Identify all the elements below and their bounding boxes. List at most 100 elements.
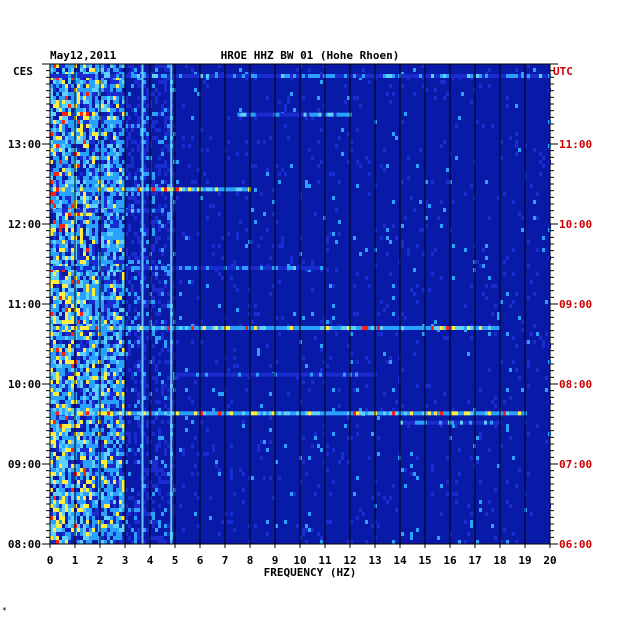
event-band-cell — [503, 74, 506, 78]
noise-cell — [161, 112, 164, 116]
noise-cell — [455, 480, 458, 484]
event-band-cell — [491, 411, 494, 416]
noise-cell — [53, 104, 56, 108]
noise-cell — [62, 428, 65, 432]
noise-cell — [509, 136, 512, 140]
noise-cell — [113, 308, 116, 312]
noise-cell — [92, 192, 95, 196]
event-band-cell — [283, 372, 286, 377]
noise-cell — [104, 356, 107, 360]
noise-cell — [479, 388, 482, 392]
event-band-cell — [143, 187, 146, 192]
noise-cell — [65, 444, 68, 448]
noise-cell — [65, 212, 68, 216]
noise-cell — [62, 296, 65, 300]
noise-cell — [236, 192, 239, 196]
noise-cell — [95, 88, 98, 92]
event-band-cell — [164, 187, 167, 192]
noise-cell — [71, 480, 74, 484]
noise-cell — [125, 356, 128, 360]
noise-cell — [119, 192, 122, 196]
event-band-cell — [275, 266, 278, 270]
noise-cell — [80, 108, 83, 112]
noise-cell — [104, 468, 107, 472]
event-band-cell — [370, 372, 373, 377]
noise-cell — [68, 164, 71, 168]
event-band-cell — [284, 266, 287, 270]
noise-cell — [71, 336, 74, 340]
noise-cell — [53, 64, 56, 68]
noise-cell — [89, 88, 92, 92]
noise-cell — [68, 124, 71, 128]
event-band-cell — [257, 74, 260, 78]
event-band-cell — [361, 372, 364, 377]
noise-cell — [176, 376, 179, 380]
noise-cell — [332, 388, 335, 392]
noise-cell — [131, 448, 134, 452]
noise-cell — [428, 384, 431, 388]
event-band-cell — [131, 411, 134, 416]
noise-cell — [110, 184, 113, 188]
noise-cell — [86, 228, 89, 232]
noise-cell — [62, 452, 65, 456]
noise-cell — [191, 180, 194, 184]
noise-cell — [101, 340, 104, 344]
noise-cell — [71, 300, 74, 304]
noise-cell — [53, 160, 56, 164]
event-band-cell — [251, 266, 254, 270]
noise-cell — [128, 536, 131, 540]
noise-cell — [368, 172, 371, 176]
event-band-cell — [233, 187, 236, 192]
noise-cell — [131, 288, 134, 292]
noise-cell — [101, 408, 104, 412]
noise-cell — [122, 116, 125, 120]
noise-cell — [116, 472, 119, 476]
noise-cell — [302, 460, 305, 464]
noise-cell — [110, 476, 113, 480]
noise-cell — [83, 432, 86, 436]
noise-cell — [104, 508, 107, 512]
noise-cell — [80, 488, 83, 492]
noise-cell — [302, 96, 305, 100]
noise-cell — [134, 176, 137, 180]
noise-cell — [89, 140, 92, 144]
steady-frequency-line — [170, 64, 173, 544]
event-band-cell — [146, 411, 149, 416]
noise-cell — [128, 524, 131, 528]
noise-cell — [56, 536, 59, 540]
event-band-cell — [291, 112, 295, 117]
noise-cell — [161, 212, 164, 216]
noise-cell — [128, 344, 131, 348]
noise-cell — [107, 356, 110, 360]
event-band-cell — [236, 187, 239, 192]
noise-cell — [95, 144, 98, 148]
event-band-cell — [290, 74, 293, 78]
noise-cell — [65, 84, 68, 88]
noise-cell — [50, 384, 53, 388]
noise-cell — [71, 436, 74, 440]
noise-cell — [50, 180, 53, 184]
noise-cell — [503, 192, 506, 196]
event-band-cell — [244, 372, 247, 377]
noise-cell — [86, 140, 89, 144]
noise-cell — [266, 532, 269, 536]
noise-cell — [308, 148, 311, 152]
noise-cell — [65, 468, 68, 472]
event-band-cell — [410, 326, 413, 330]
noise-cell — [482, 124, 485, 128]
noise-cell — [452, 492, 455, 496]
noise-cell — [50, 512, 53, 516]
noise-cell — [329, 284, 332, 288]
noise-cell — [485, 512, 488, 516]
noise-cell — [413, 352, 416, 356]
noise-cell — [410, 452, 413, 456]
noise-cell — [155, 528, 158, 532]
event-band-cell — [259, 372, 262, 377]
noise-cell — [95, 456, 98, 460]
noise-cell — [59, 164, 62, 168]
noise-cell — [56, 84, 59, 88]
noise-cell — [92, 172, 95, 176]
noise-cell — [89, 524, 92, 528]
noise-cell — [65, 228, 68, 232]
noise-cell — [65, 136, 68, 140]
